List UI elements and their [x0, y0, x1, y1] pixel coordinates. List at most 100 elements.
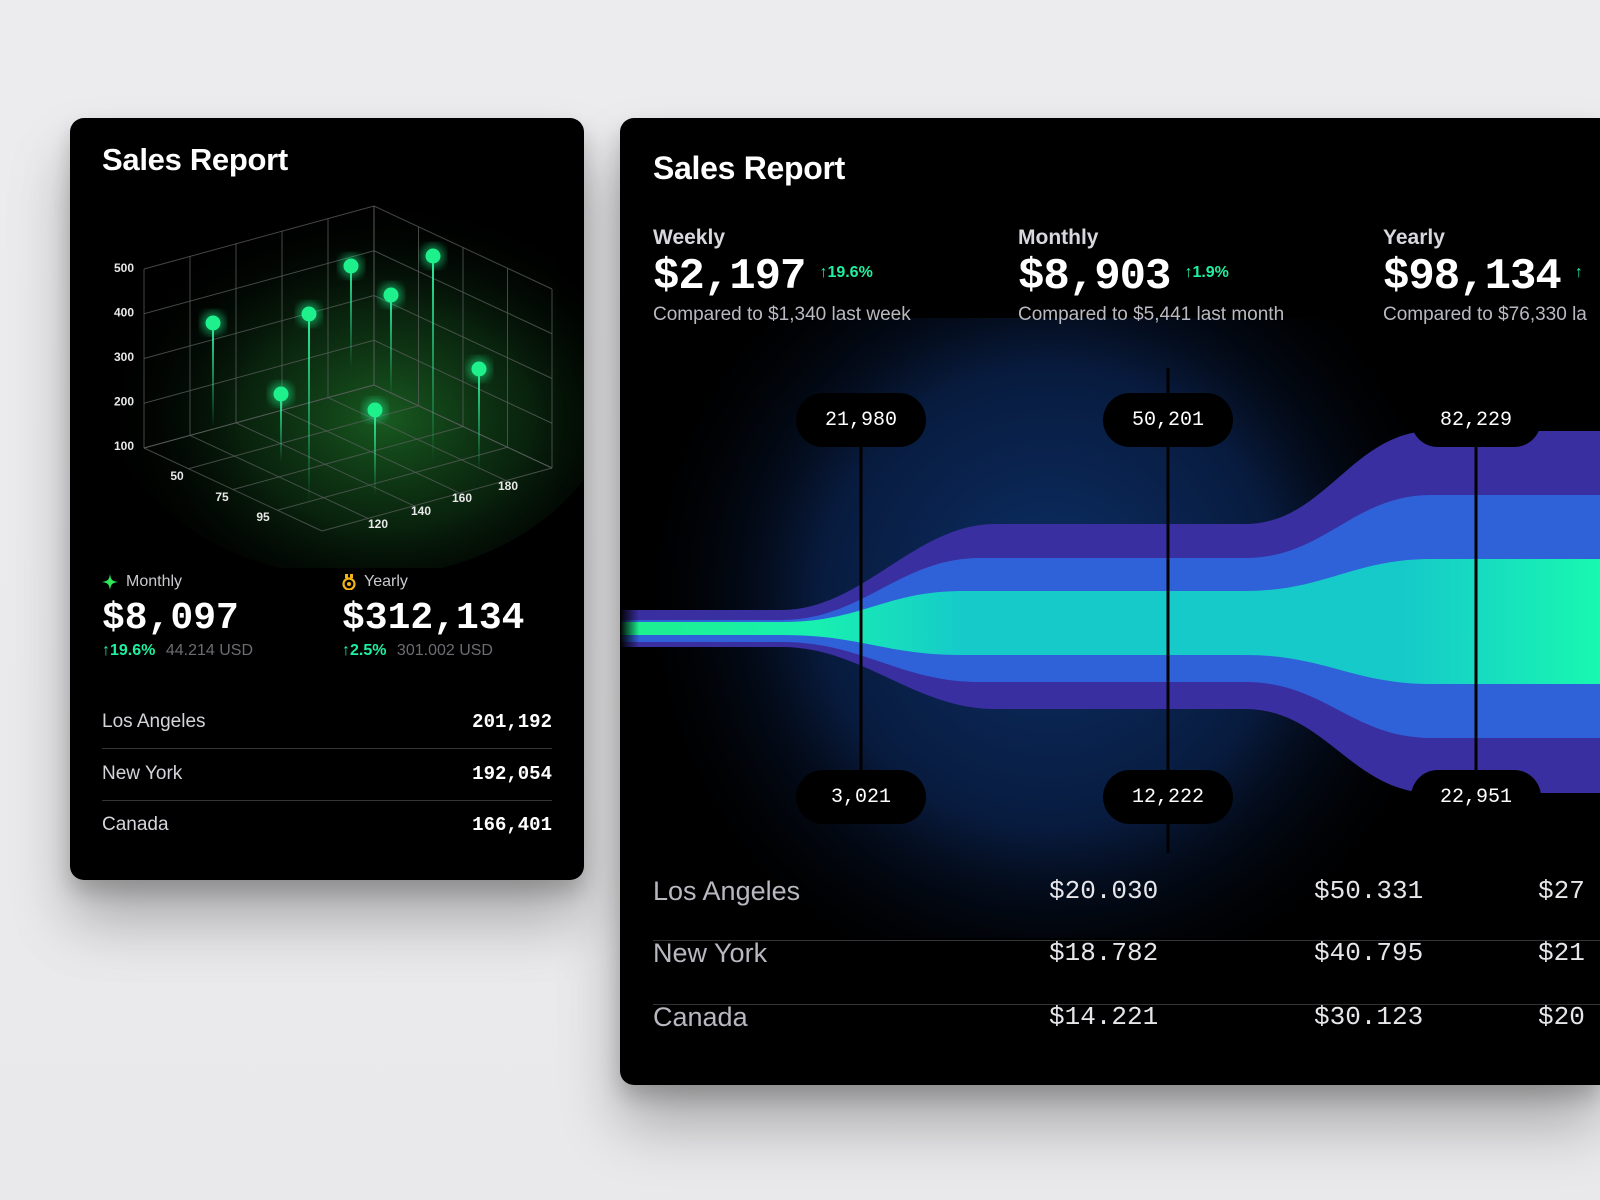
axis-tick-label: 120	[368, 517, 388, 531]
sparkle-icon	[102, 574, 118, 590]
period-compare: Compared to $76,330 la	[1383, 304, 1587, 325]
stat-sub: 44.214 USD	[165, 642, 253, 659]
bottom-value-pill: 22,951	[1411, 770, 1541, 824]
divider	[102, 800, 552, 801]
axis-tick-label: 75	[215, 490, 229, 504]
table-row: New York 192,054	[102, 763, 552, 785]
data-point	[297, 302, 321, 505]
gridline	[373, 295, 553, 379]
bottom-value-pill: 3,021	[796, 770, 926, 824]
axis-tick-label: 200	[114, 395, 134, 409]
gridline	[143, 205, 375, 270]
gridline	[373, 250, 553, 335]
stat-label: Yearly	[364, 573, 408, 590]
gridline	[373, 205, 553, 290]
3d-scatter-chart: 500 400 300 200 100 50 75 95 120 140 160 180	[100, 178, 584, 568]
period-change: ↑	[1574, 264, 1583, 281]
period-value: $2,197	[653, 252, 806, 302]
divider	[653, 1004, 1600, 1005]
gridline	[143, 295, 375, 359]
period-label: Monthly	[1018, 226, 1099, 249]
data-point	[339, 254, 363, 368]
bottom-value-pill: 12,222	[1103, 770, 1233, 824]
revenue-cell: $21	[1538, 938, 1585, 968]
axis-tick-label: 95	[256, 510, 270, 524]
stat-value: $312,134	[342, 597, 525, 640]
axis-tick-label: 50	[170, 469, 184, 483]
axis-tick-label: 500	[114, 261, 134, 275]
top-value-pill: 82,229	[1411, 393, 1541, 447]
city-value: 166,401	[472, 814, 552, 836]
gridline	[143, 339, 375, 404]
revenue-cell: $20	[1538, 1002, 1585, 1032]
data-point	[467, 357, 491, 472]
point-marker	[343, 258, 359, 274]
city-name: New York	[102, 763, 183, 784]
table-row: Los Angeles 201,192	[102, 711, 552, 733]
data-point	[201, 311, 225, 428]
stat-change: ↑2.5%	[342, 642, 387, 659]
data-point	[421, 244, 445, 462]
point-stem	[374, 410, 376, 495]
city-name: Canada	[102, 814, 169, 835]
data-point	[379, 283, 403, 395]
data-point	[269, 382, 293, 462]
stat-value: $8,097	[102, 597, 239, 640]
gridline	[143, 250, 375, 315]
gridline	[232, 426, 464, 490]
period-stat-1: Monthly $8,903 ↑1.9% Compared to $5,441 …	[1018, 226, 1284, 326]
data-point	[363, 398, 387, 495]
sales-report-card-compact: Sales Report 500 400 300 200 100 50 75 95 120 140…	[70, 118, 584, 880]
axis-tick-label: 180	[498, 479, 518, 493]
point-stem	[432, 256, 434, 462]
point-marker	[273, 386, 289, 402]
divider	[653, 940, 1600, 941]
point-stem	[212, 323, 214, 428]
point-marker	[471, 361, 487, 377]
city-name: Canada	[653, 1002, 748, 1032]
gridline	[321, 467, 553, 532]
period-value: $8,903	[1018, 252, 1171, 302]
point-stem	[308, 314, 310, 505]
point-marker	[425, 248, 441, 264]
revenue-cell: $20.030	[1049, 876, 1159, 906]
point-marker	[301, 306, 317, 322]
point-stem	[280, 394, 282, 462]
city-name: Los Angeles	[653, 876, 801, 906]
stat-monthly: Monthly $8,097 ↑19.6% 44.214 USD	[102, 573, 253, 660]
city-name: Los Angeles	[102, 711, 206, 732]
revenue-cell: $40.795	[1314, 938, 1424, 968]
gridline	[143, 384, 375, 449]
revenue-cell: $18.782	[1049, 938, 1159, 968]
point-stem	[478, 369, 480, 472]
gridline	[373, 339, 553, 424]
period-compare: Compared to $5,441 last month	[1018, 304, 1285, 325]
gridline	[277, 446, 508, 511]
medal-icon	[342, 574, 356, 590]
card-title: Sales Report	[653, 150, 846, 186]
point-stem	[390, 295, 392, 395]
period-compare: Compared to $1,340 last week	[653, 304, 911, 325]
point-marker	[383, 287, 399, 303]
period-label: Yearly	[1383, 226, 1445, 249]
axis-tick-label: 300	[114, 350, 134, 364]
point-marker	[367, 402, 383, 418]
period-stat-2: Yearly $98,134 ↑ Compared to $76,330 la	[1383, 226, 1587, 326]
city-value: 201,192	[472, 711, 552, 733]
stat-sub: 301.002 USD	[396, 642, 493, 659]
gridline	[373, 384, 553, 469]
city-value: 192,054	[472, 763, 552, 785]
stat-yearly: Yearly $312,134 ↑2.5% 301.002 USD	[342, 573, 524, 660]
top-value-pill: 50,201	[1103, 393, 1233, 447]
sales-report-card-wide: Sales Report Weekly $2,197 ↑19.6% Compar…	[620, 118, 1600, 1085]
stat-label: Monthly	[126, 573, 183, 590]
period-value: $98,134	[1383, 252, 1562, 302]
period-label: Weekly	[653, 226, 725, 249]
divider	[102, 748, 552, 749]
city-name: New York	[653, 938, 768, 968]
period-change: ↑1.9%	[1184, 264, 1229, 281]
period-change: ↑19.6%	[819, 264, 873, 281]
table-row: Canada 166,401	[102, 814, 552, 836]
point-stem	[350, 266, 352, 368]
axis-tick-label: 400	[114, 306, 134, 320]
